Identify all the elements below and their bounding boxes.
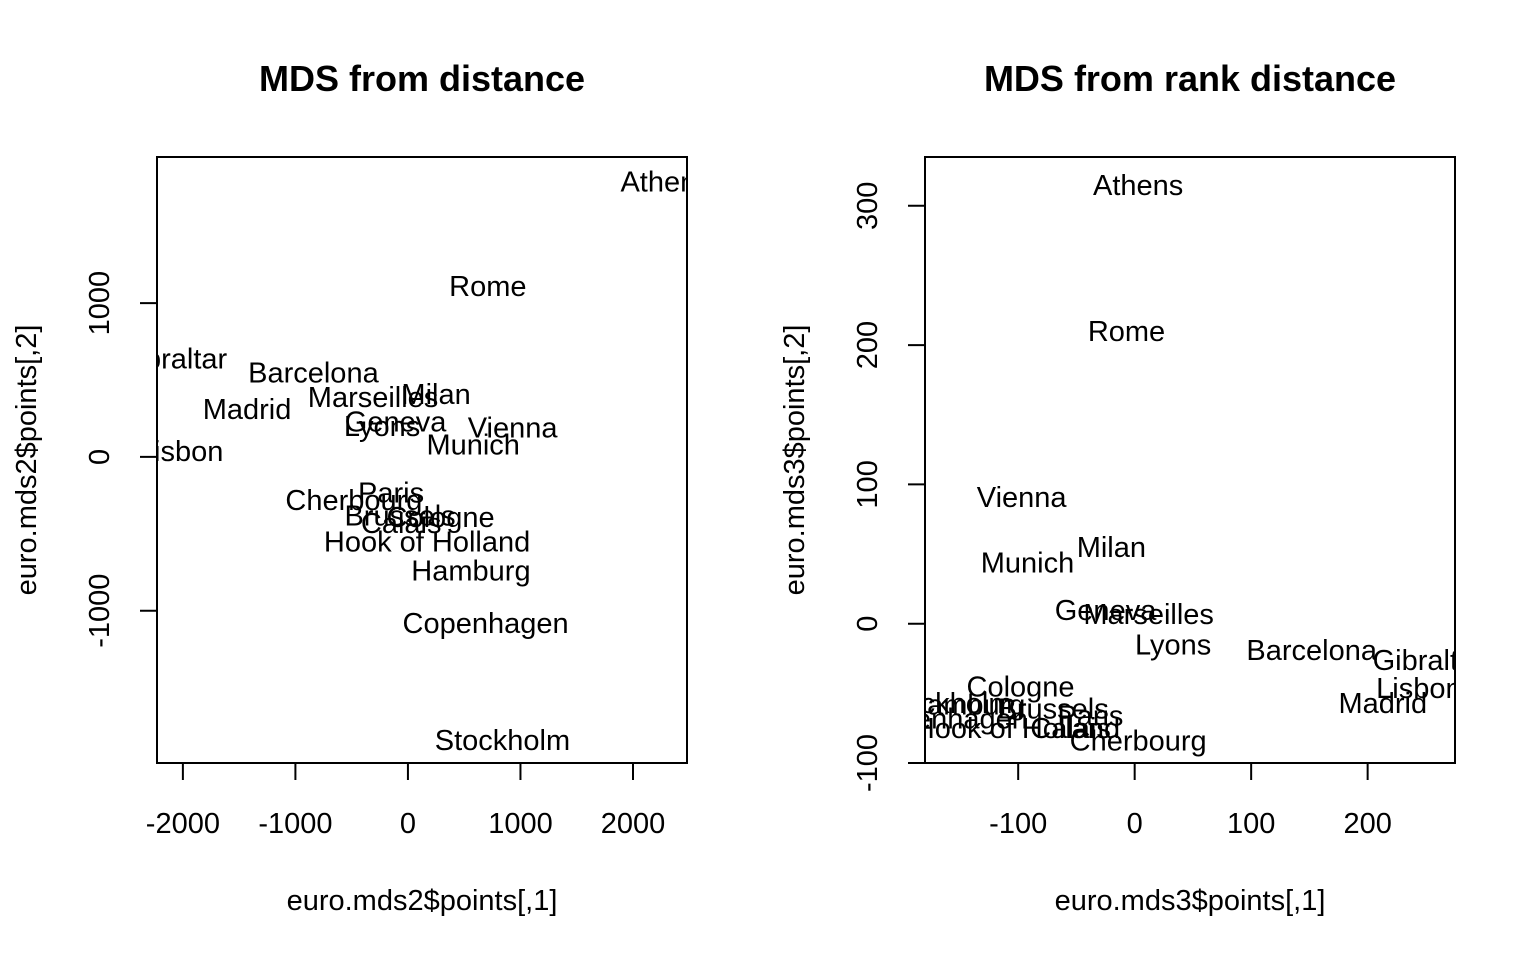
panel-mds-distance: MDS from distance euro.mds2$points[,1] e… bbox=[11, 58, 710, 917]
point-label: Copenhagen bbox=[403, 608, 569, 640]
point-label: Barcelona bbox=[1246, 635, 1377, 667]
point-label: Athens bbox=[620, 167, 710, 199]
point-label: Lisbon bbox=[1376, 673, 1461, 705]
y-tick-label: 1000 bbox=[84, 271, 116, 336]
chart-title: MDS from distance bbox=[259, 58, 585, 99]
point-label: Madrid bbox=[1338, 688, 1427, 720]
y-tick-label: 100 bbox=[852, 460, 884, 508]
point-label: Cherbourg bbox=[1070, 726, 1207, 758]
point-label: Hamburg bbox=[906, 689, 1025, 721]
x-axis-label: euro.mds2$points[,1] bbox=[287, 885, 558, 917]
y-axis-label: euro.mds2$points[,2] bbox=[11, 325, 43, 596]
y-tick-label: -100 bbox=[852, 734, 884, 792]
point-label: Barcelona bbox=[248, 357, 379, 389]
point-label: Calais bbox=[1030, 713, 1111, 745]
point-label: Munich bbox=[426, 430, 520, 462]
point-label: Marseilles bbox=[308, 382, 439, 414]
point-label: Stockholm bbox=[877, 688, 1012, 720]
x-tick-label: 1000 bbox=[488, 808, 553, 840]
point-label: Athens bbox=[1093, 170, 1183, 202]
plot-area: Athens Rome Gibraltar Barcelona Madrid Marsei… bbox=[116, 156, 710, 764]
point-label: Lisbon bbox=[138, 436, 223, 468]
point-label: Stockholm bbox=[435, 725, 570, 757]
point-label: Gibraltar bbox=[116, 343, 228, 375]
x-tick-label: 100 bbox=[1227, 808, 1275, 840]
point-label: Paris bbox=[358, 477, 424, 509]
point-label: Munich bbox=[981, 547, 1075, 579]
point-label: Brussels bbox=[998, 694, 1109, 726]
y-tick-label: 200 bbox=[852, 321, 884, 369]
x-tick-label: -1000 bbox=[258, 808, 332, 840]
point-label: Cherbourg bbox=[285, 485, 422, 517]
points: Athens Rome Gibraltar Barcelona Madrid Marsei… bbox=[116, 167, 710, 757]
point-label: Geneva bbox=[1055, 595, 1157, 627]
y-ticks: -100 0 100 200 300 bbox=[852, 182, 925, 792]
x-ticks: -100 0 100 200 bbox=[989, 763, 1392, 840]
point-label: Vienna bbox=[468, 413, 559, 445]
y-tick-label: 0 bbox=[852, 616, 884, 632]
point-label: Hook of Holland bbox=[914, 713, 1120, 745]
x-ticks: -2000 -1000 0 1000 2000 bbox=[146, 763, 665, 840]
panel-mds-rank-distance: MDS from rank distance euro.mds3$points[… bbox=[779, 58, 1485, 917]
point-label: Hamburg bbox=[411, 556, 530, 588]
x-tick-label: 200 bbox=[1343, 808, 1391, 840]
x-tick-label: -2000 bbox=[146, 808, 220, 840]
point-label: Gibraltar bbox=[1373, 645, 1485, 677]
y-tick-label: -1000 bbox=[84, 574, 116, 648]
point-label: Copenhagen bbox=[862, 703, 1028, 735]
point-label: Milan bbox=[1077, 532, 1146, 564]
y-tick-label: 0 bbox=[84, 449, 116, 465]
plot-frame bbox=[156, 156, 688, 764]
plot-frame bbox=[924, 156, 1456, 764]
point-label: Vienna bbox=[977, 482, 1068, 514]
point-label: Cologne bbox=[387, 502, 495, 534]
x-tick-label: -100 bbox=[989, 808, 1047, 840]
point-label: Hook of Holland bbox=[324, 527, 530, 559]
x-tick-label: 0 bbox=[400, 808, 416, 840]
y-tick-label: 300 bbox=[852, 182, 884, 230]
x-tick-label: 2000 bbox=[601, 808, 666, 840]
point-label: Geneva bbox=[345, 407, 447, 439]
point-label: Paris bbox=[1057, 701, 1123, 733]
point-label: Calais bbox=[361, 508, 442, 540]
point-label: Brussels bbox=[344, 500, 455, 532]
point-label: Lyons bbox=[344, 411, 420, 443]
y-axis-label: euro.mds3$points[,2] bbox=[779, 325, 811, 596]
point-label: Lyons bbox=[1135, 630, 1211, 662]
point-label: Rome bbox=[449, 271, 526, 303]
x-tick-label: 0 bbox=[1127, 808, 1143, 840]
chart-title: MDS from rank distance bbox=[984, 58, 1396, 99]
point-label: Milan bbox=[401, 379, 470, 411]
y-ticks: -1000 0 1000 bbox=[84, 271, 157, 648]
point-label: Madrid bbox=[203, 394, 292, 426]
point-label: Marseilles bbox=[1083, 599, 1214, 631]
x-axis-label: euro.mds3$points[,1] bbox=[1055, 885, 1326, 917]
point-label: Cologne bbox=[967, 671, 1075, 703]
point-label: Rome bbox=[1088, 316, 1165, 348]
